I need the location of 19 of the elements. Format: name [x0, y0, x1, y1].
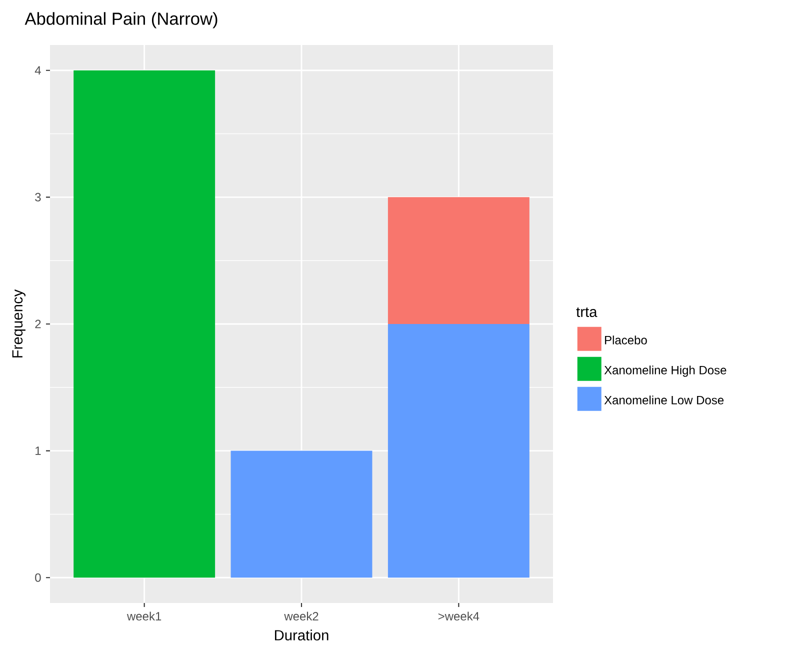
- y-tick-label: 2: [35, 320, 41, 328]
- bar: [388, 324, 530, 578]
- x-tick-label: week1: [126, 612, 162, 621]
- legend-label: Xanomeline Low Dose: [604, 396, 724, 404]
- bar: [74, 70, 216, 578]
- y-tick-label: 1: [36, 446, 41, 455]
- x-axis-title: Duration: [274, 630, 328, 640]
- x-tick-label: >week4: [438, 612, 480, 621]
- bar: [230, 450, 372, 578]
- y-tick-label: 3: [35, 192, 41, 202]
- bar: [388, 197, 530, 324]
- legend-title: trta: [576, 307, 598, 318]
- legend-label: Placebo: [605, 336, 647, 344]
- legend-label: Xanomeline High Dose: [604, 366, 726, 377]
- y-tick-label: 4: [34, 66, 41, 74]
- x-tick-label: week2: [284, 612, 318, 621]
- y-tick-label: 0: [35, 573, 41, 582]
- chart-title: Abdominal Pain (Narrow): [24, 12, 218, 28]
- y-axis-title: Frequency: [12, 289, 26, 358]
